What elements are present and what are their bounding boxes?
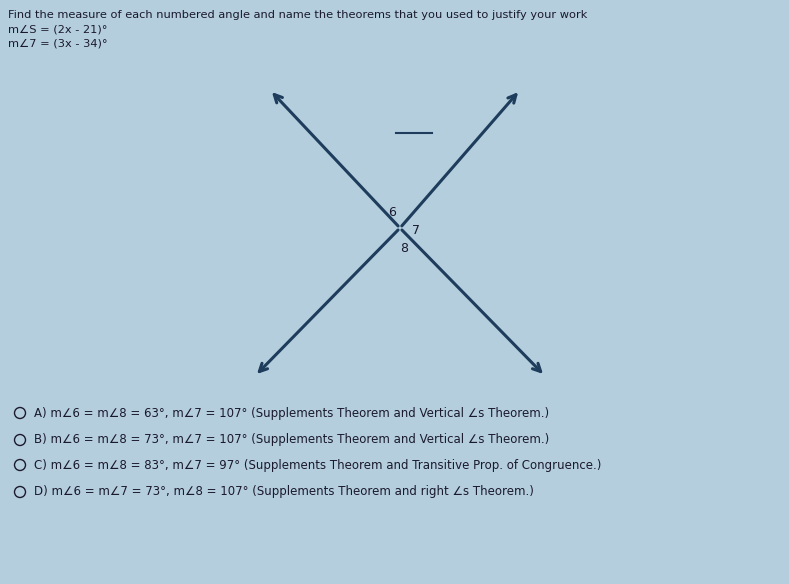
Text: B) m∠6 = m∠8 = 73°, m∠7 = 107° (Supplements Theorem and Vertical ∠s Theorem.): B) m∠6 = m∠8 = 73°, m∠7 = 107° (Suppleme… [34, 433, 549, 447]
Text: A) m∠6 = m∠8 = 63°, m∠7 = 107° (Supplements Theorem and Vertical ∠s Theorem.): A) m∠6 = m∠8 = 63°, m∠7 = 107° (Suppleme… [34, 406, 549, 419]
Text: Find the measure of each numbered angle and name the theorems that you used to j: Find the measure of each numbered angle … [8, 10, 587, 20]
Text: m∠S = (2x - 21)°: m∠S = (2x - 21)° [8, 24, 107, 34]
Text: C) m∠6 = m∠8 = 83°, m∠7 = 97° (Supplements Theorem and Transitive Prop. of Congr: C) m∠6 = m∠8 = 83°, m∠7 = 97° (Supplemen… [34, 458, 601, 471]
Text: 7: 7 [412, 224, 420, 237]
Text: m∠7 = (3x - 34)°: m∠7 = (3x - 34)° [8, 38, 107, 48]
Text: 6: 6 [388, 206, 396, 218]
Text: 8: 8 [400, 242, 408, 255]
Text: D) m∠6 = m∠7 = 73°, m∠8 = 107° (Supplements Theorem and right ∠s Theorem.): D) m∠6 = m∠7 = 73°, m∠8 = 107° (Suppleme… [34, 485, 534, 499]
